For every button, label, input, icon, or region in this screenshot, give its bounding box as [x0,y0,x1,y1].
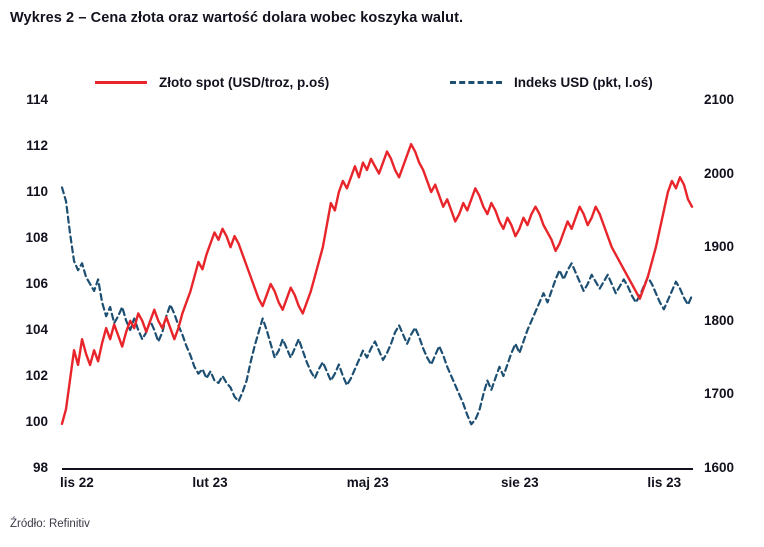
x-tick-label: maj 23 [346,475,389,490]
legend-item-usd: Indeks USD (pkt, l.oś) [450,70,653,94]
series-line [60,142,694,426]
y-axis-right: 2100 2000 1900 1800 1700 1600 [698,93,754,474]
legend-swatch-usd-icon [450,80,502,84]
y-tick-left: 108 [25,230,48,245]
legend-label-usd: Indeks USD (pkt, l.oś) [514,74,653,90]
series-lines [60,142,694,426]
y-tick-right: 2100 [704,92,735,107]
y-tick-left: 106 [25,276,48,291]
page-title: Wykres 2 – Cena złota oraz wartość dolar… [10,10,464,26]
y-axis-left: 114 112 110 108 106 104 102 100 98 [0,93,56,474]
y-tick-left: 98 [32,460,48,475]
x-tick-label: lis 23 [647,475,682,490]
x-axis-line [62,468,693,470]
y-tick-right: 1800 [704,312,735,328]
y-tick-right: 1900 [704,239,735,255]
series-line [60,186,694,426]
y-tick-right: 2000 [704,165,735,181]
y-tick-left: 110 [26,184,48,199]
x-axis-labels: lis 22 lut 23 maj 23 sie 23 lis 23 [0,475,764,497]
plot-area [60,100,694,468]
legend-item-gold: Złoto spot (USD/troz, p.oś) [95,70,329,94]
y-tick-left: 104 [25,322,48,337]
chart-legend: Złoto spot (USD/troz, p.oś) Indeks USD (… [95,70,695,94]
y-tick-left: 102 [25,368,48,383]
legend-swatch-gold-icon [95,80,147,84]
x-tick-label: sie 23 [501,475,539,490]
y-tick-right: 1700 [704,386,735,402]
source-note: Źródło: Refinitiv [10,518,90,530]
y-tick-left: 112 [26,138,48,153]
y-tick-right: 1600 [704,460,735,475]
x-tick-label: lut 23 [192,475,228,490]
y-tick-left: 114 [26,92,48,107]
legend-label-gold: Złoto spot (USD/troz, p.oś) [159,74,330,90]
x-tick-label: lis 22 [60,475,94,490]
y-tick-left: 100 [25,414,48,429]
